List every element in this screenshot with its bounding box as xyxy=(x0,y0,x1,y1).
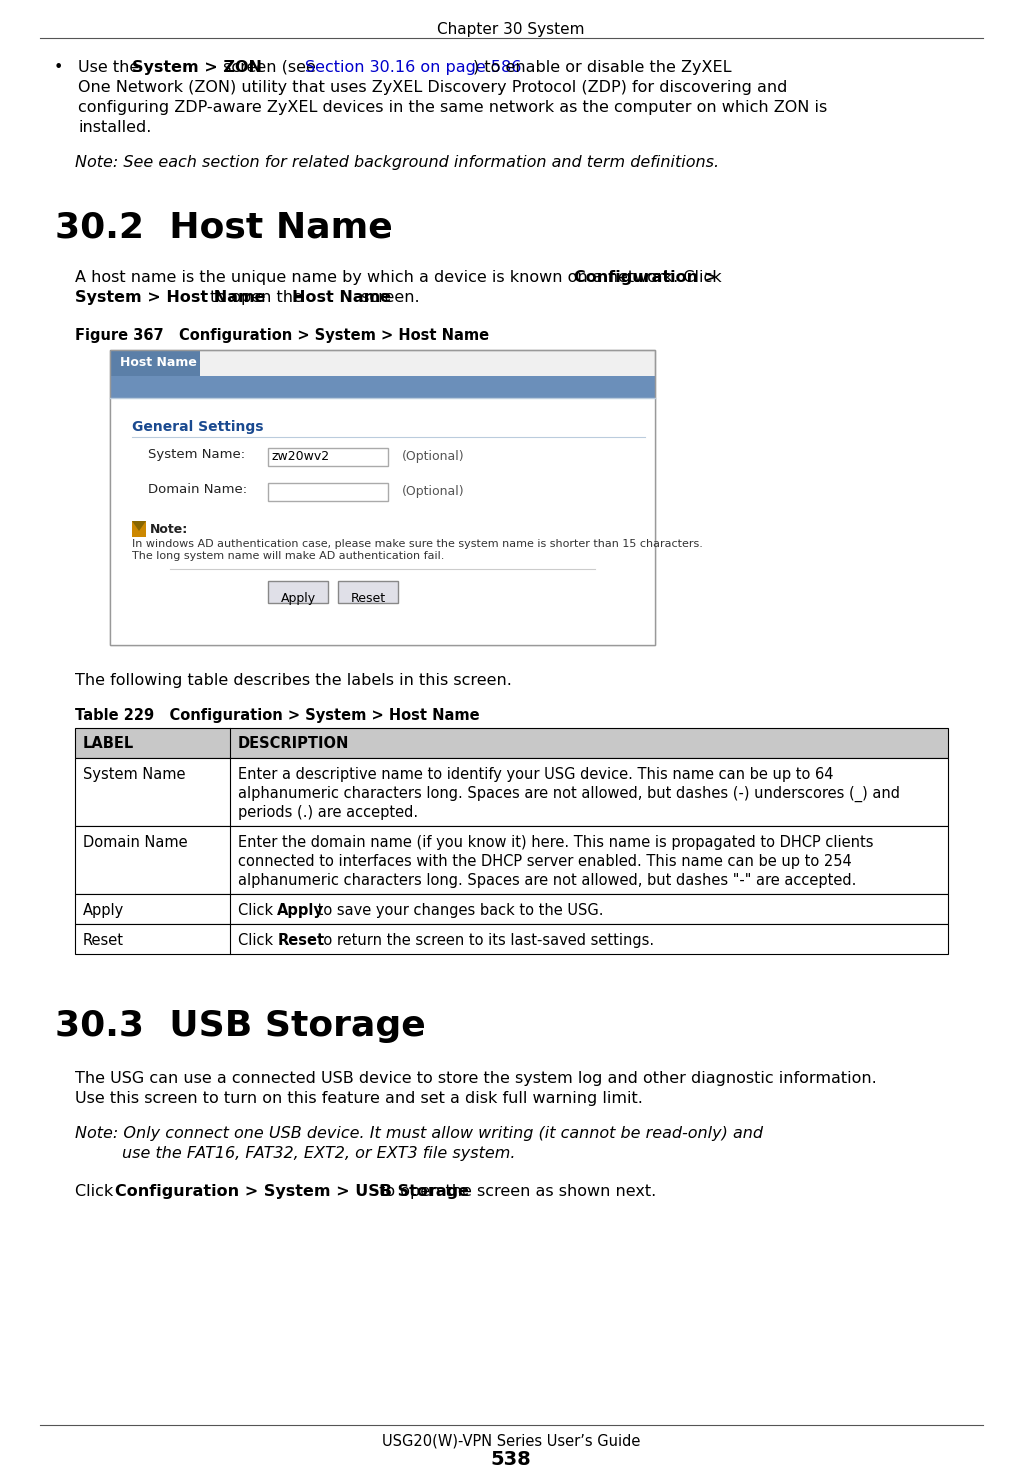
Text: ) to enable or disable the ZyXEL: ) to enable or disable the ZyXEL xyxy=(473,60,731,75)
Text: to open the screen as shown next.: to open the screen as shown next. xyxy=(374,1185,657,1199)
Bar xyxy=(110,397,655,645)
Bar xyxy=(110,375,655,397)
Text: System > ZON: System > ZON xyxy=(132,60,262,75)
Text: zw20wv2: zw20wv2 xyxy=(272,450,330,463)
Text: Chapter 30 System: Chapter 30 System xyxy=(437,22,585,37)
Text: •: • xyxy=(54,60,63,75)
Text: to return the screen to its last-saved settings.: to return the screen to its last-saved s… xyxy=(313,932,654,949)
Text: System > Host Name: System > Host Name xyxy=(75,290,266,305)
Text: screen (see: screen (see xyxy=(218,60,321,75)
Text: System Name: System Name xyxy=(83,767,185,781)
Text: Reset: Reset xyxy=(351,592,386,605)
Bar xyxy=(268,581,328,603)
Text: installed.: installed. xyxy=(78,120,151,135)
Text: 30.2  Host Name: 30.2 Host Name xyxy=(55,210,393,243)
Bar xyxy=(268,482,388,501)
Bar xyxy=(75,894,948,924)
Bar xyxy=(75,729,948,758)
Bar xyxy=(75,924,948,954)
Text: In windows AD authentication case, please make sure the system name is shorter t: In windows AD authentication case, pleas… xyxy=(132,539,703,548)
Text: Use this screen to turn on this feature and set a disk full warning limit.: Use this screen to turn on this feature … xyxy=(75,1091,642,1105)
Text: connected to interfaces with the DHCP server enabled. This name can be up to 254: connected to interfaces with the DHCP se… xyxy=(238,855,852,869)
Text: One Network (ZON) utility that uses ZyXEL Discovery Protocol (ZDP) for discoveri: One Network (ZON) utility that uses ZyXE… xyxy=(78,81,788,95)
Text: The following table describes the labels in this screen.: The following table describes the labels… xyxy=(75,673,512,688)
Text: System Name:: System Name: xyxy=(148,449,246,460)
Text: screen.: screen. xyxy=(356,290,420,305)
Polygon shape xyxy=(132,520,146,531)
Text: Click: Click xyxy=(238,903,278,918)
Text: (Optional): (Optional) xyxy=(402,485,464,498)
Bar xyxy=(75,825,948,894)
Text: 538: 538 xyxy=(491,1450,531,1466)
Text: Apply: Apply xyxy=(280,592,315,605)
Text: General Settings: General Settings xyxy=(132,419,264,434)
Text: to save your changes back to the USG.: to save your changes back to the USG. xyxy=(313,903,603,918)
Text: The long system name will make AD authentication fail.: The long system name will make AD authen… xyxy=(132,551,444,561)
Text: Configuration >: Configuration > xyxy=(574,270,717,284)
Text: configuring ZDP-aware ZyXEL devices in the same network as the computer on which: configuring ZDP-aware ZyXEL devices in t… xyxy=(78,100,828,114)
Bar xyxy=(75,758,948,825)
Text: (Optional): (Optional) xyxy=(402,450,464,463)
Text: The USG can use a connected USB device to store the system log and other diagnos: The USG can use a connected USB device t… xyxy=(75,1072,877,1086)
Bar xyxy=(110,350,201,375)
Text: Table 229   Configuration > System > Host Name: Table 229 Configuration > System > Host … xyxy=(75,708,480,723)
Text: use the FAT16, FAT32, EXT2, or EXT3 file system.: use the FAT16, FAT32, EXT2, or EXT3 file… xyxy=(122,1146,516,1161)
Text: periods (.) are accepted.: periods (.) are accepted. xyxy=(238,805,418,819)
Text: DESCRIPTION: DESCRIPTION xyxy=(238,736,350,751)
Text: Section 30.16 on page 586: Section 30.16 on page 586 xyxy=(305,60,522,75)
Text: 30.3  USB Storage: 30.3 USB Storage xyxy=(55,1009,426,1042)
Text: Apply: Apply xyxy=(277,903,324,918)
Text: Reset: Reset xyxy=(277,932,324,949)
Bar xyxy=(268,449,388,466)
Text: Domain Name:: Domain Name: xyxy=(148,482,248,496)
Text: A host name is the unique name by which a device is known on a network. Click: A host name is the unique name by which … xyxy=(75,270,726,284)
Text: Note: See each section for related background information and term definitions.: Note: See each section for related backg… xyxy=(75,155,719,170)
Text: Host Name: Host Name xyxy=(292,290,391,305)
Text: Configuration > System > USB Storage: Configuration > System > USB Storage xyxy=(115,1185,469,1199)
Bar xyxy=(110,350,655,645)
Text: Click: Click xyxy=(75,1185,119,1199)
Bar xyxy=(338,581,398,603)
Text: to open the: to open the xyxy=(205,290,308,305)
Text: Note: Only connect one USB device. It must allow writing (it cannot be read-only: Note: Only connect one USB device. It mu… xyxy=(75,1126,763,1141)
Text: USG20(W)-VPN Series User’s Guide: USG20(W)-VPN Series User’s Guide xyxy=(382,1432,640,1448)
Text: LABEL: LABEL xyxy=(83,736,134,751)
Text: Note:: Note: xyxy=(150,523,188,537)
Text: Click: Click xyxy=(238,932,278,949)
Text: Enter the domain name (if you know it) here. This name is propagated to DHCP cli: Enter the domain name (if you know it) h… xyxy=(238,836,874,850)
Text: Host Name: Host Name xyxy=(120,356,196,369)
Text: Use the: Use the xyxy=(78,60,144,75)
Text: Domain Name: Domain Name xyxy=(83,836,187,850)
Bar xyxy=(110,350,655,645)
Text: Reset: Reset xyxy=(83,932,124,949)
Text: Enter a descriptive name to identify your USG device. This name can be up to 64: Enter a descriptive name to identify you… xyxy=(238,767,834,781)
Bar xyxy=(132,520,146,537)
Text: Apply: Apply xyxy=(83,903,124,918)
Text: Figure 367   Configuration > System > Host Name: Figure 367 Configuration > System > Host… xyxy=(75,328,489,343)
Text: alphanumeric characters long. Spaces are not allowed, but dashes (-) underscores: alphanumeric characters long. Spaces are… xyxy=(238,786,900,802)
Text: alphanumeric characters long. Spaces are not allowed, but dashes "-" are accepte: alphanumeric characters long. Spaces are… xyxy=(238,872,856,888)
